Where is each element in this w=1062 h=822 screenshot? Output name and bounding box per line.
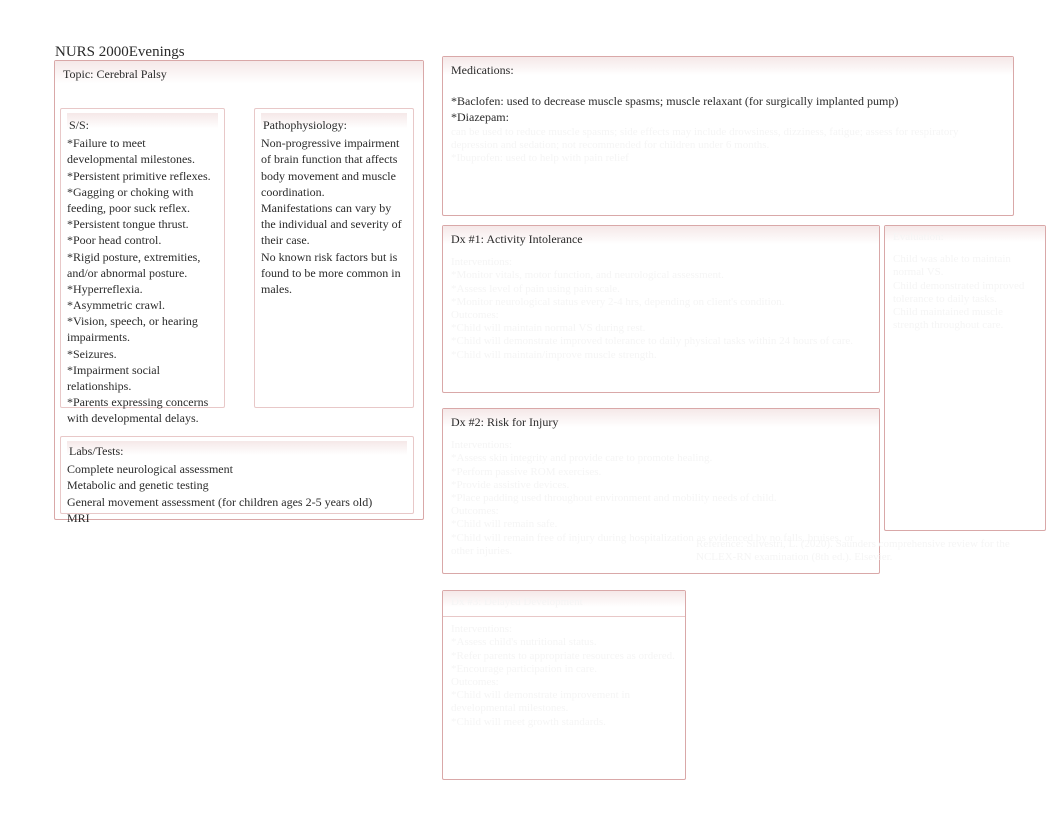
labs-heading: Labs/Tests: <box>69 444 124 458</box>
dx1-evaluation-box: Evaluation: Child was able to maintain n… <box>884 225 1046 531</box>
meds-ghost-text: can be used to reduce muscle spasms; sid… <box>451 126 1005 166</box>
ss-item: *Poor head control. <box>67 232 218 248</box>
meds-heading: Medications: <box>443 57 1013 83</box>
dx1-box: Dx #1: Activity Intolerance Intervention… <box>442 225 880 393</box>
meds-item: *Baclofen: used to decrease muscle spasm… <box>451 93 1005 109</box>
ss-item: *Hyperreflexia. <box>67 281 218 297</box>
labs-item: Complete neurological assessment <box>67 461 407 477</box>
ss-item: *Failure to meet developmental milestone… <box>67 135 218 167</box>
meds-item: *Diazepam: <box>451 109 1005 125</box>
reference-ghost-text: Reference: Silvestri, L. (2020). Saunder… <box>690 534 1046 568</box>
pathophysiology-box: Pathophysiology: Non-progressive impairm… <box>254 108 414 408</box>
ss-item: *Persistent primitive reflexes. <box>67 168 218 184</box>
reference-box: Reference: Silvestri, L. (2020). Saunder… <box>690 534 1046 584</box>
dx1-side-heading: Evaluation: <box>885 226 1045 249</box>
ss-item: *Impairment social relationships. <box>67 362 218 394</box>
patho-line: Non-progressive impairment of brain func… <box>261 135 407 200</box>
topic-header: Topic: Cerebral Palsy <box>55 61 423 93</box>
patho-line: Manifestations can vary by the individua… <box>261 200 407 249</box>
ss-item: *Vision, speech, or hearing impairments. <box>67 313 218 345</box>
labs-item: MRI <box>67 510 407 526</box>
dx1-ghost-text: Interventions: *Monitor vitals, motor fu… <box>443 252 879 366</box>
patho-line: No known risk factors but is found to be… <box>261 249 407 298</box>
ss-item: *Seizures. <box>67 346 218 362</box>
ss-item: *Asymmetric crawl. <box>67 297 218 313</box>
ss-item: *Persistent tongue thrust. <box>67 216 218 232</box>
ss-item: *Rigid posture, extremities, and/or abno… <box>67 249 218 281</box>
labs-item: General movement assessment (for childre… <box>67 494 407 510</box>
dx2-heading: Dx #2: Risk for Injury <box>451 415 558 429</box>
ss-heading: S/S: <box>69 118 89 132</box>
ss-item: *Parents expressing concerns with develo… <box>67 394 218 426</box>
dx1-heading: Dx #1: Activity Intolerance <box>451 232 583 246</box>
signs-symptoms-box: S/S: *Failure to meet developmental mile… <box>60 108 225 408</box>
medications-box: Medications: *Baclofen: used to decrease… <box>442 56 1014 216</box>
labs-item: Metabolic and genetic testing <box>67 477 407 493</box>
ss-item: *Gagging or choking with feeding, poor s… <box>67 184 218 216</box>
dx3-heading: Dx #3: Delayed Development <box>443 591 685 614</box>
dx3-box: Dx #3: Delayed Development Interventions… <box>442 590 686 780</box>
dx3-ghost-text: Interventions: *Assess child's nutrition… <box>443 619 685 733</box>
dx1-side-ghost-text: Child was able to maintain normal VS. Ch… <box>885 249 1045 336</box>
patho-heading: Pathophysiology: <box>263 118 347 132</box>
labs-tests-box: Labs/Tests: Complete neurological assess… <box>60 436 414 514</box>
